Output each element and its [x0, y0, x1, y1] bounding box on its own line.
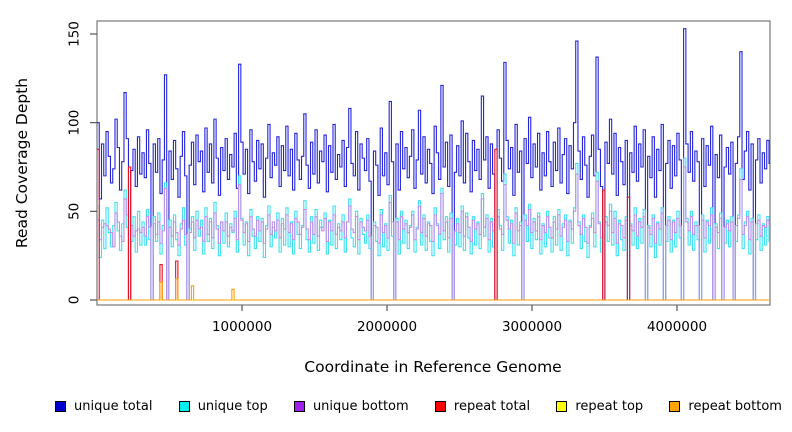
x-axis-title: Coordinate in Reference Genome [304, 358, 561, 376]
legend-item-repeat-total: repeat total [434, 398, 531, 414]
legend-label: repeat bottom [688, 398, 782, 414]
legend-label: repeat total [453, 398, 531, 414]
legend: unique total unique top unique bottom repea… [55, 396, 782, 416]
x-tick-label: 3000000 [502, 319, 562, 335]
x-tick-label: 4000000 [647, 319, 707, 335]
series-line-repeat-bottom [97, 278, 770, 301]
plot-box [96, 20, 771, 306]
legend-item-unique-bottom: unique bottom [293, 398, 409, 414]
series-layer [97, 28, 770, 301]
y-tick-label: 150 [67, 21, 83, 47]
legend-swatch-icon [55, 400, 66, 412]
y-tick-label: 0 [67, 296, 83, 305]
legend-swatch-icon [556, 400, 568, 412]
coverage-plot: 1000000 2000000 3000000 4000000 0 50 100 150 Co… [13, 20, 771, 376]
legend-swatch-icon [178, 400, 190, 412]
legend-swatch-icon [293, 400, 305, 412]
legend-swatch-icon [669, 400, 681, 412]
legend-label: unique total [74, 398, 153, 414]
x-tick-label: 2000000 [357, 319, 417, 335]
legend-label: unique bottom [312, 398, 409, 414]
legend-label: repeat top [575, 398, 644, 414]
legend-item-unique-total: unique total [55, 399, 152, 414]
series-line-unique-bottom [97, 166, 770, 301]
x-tick-label: 1000000 [212, 319, 272, 335]
y-tick-label: 50 [67, 203, 83, 220]
series-line-unique-total [97, 28, 770, 301]
y-tick-label: 100 [67, 110, 83, 136]
legend-item-repeat-top: repeat top [556, 399, 643, 414]
legend-label: unique top [197, 398, 268, 414]
legend-swatch-icon [434, 400, 446, 412]
y-axis-title: Read Coverage Depth [13, 78, 31, 248]
legend-item-repeat-bottom: repeat bottom [669, 399, 782, 414]
axes-layer: 1000000 2000000 3000000 4000000 0 50 100 150 [67, 20, 771, 335]
legend-item-unique-top: unique top [178, 398, 268, 414]
